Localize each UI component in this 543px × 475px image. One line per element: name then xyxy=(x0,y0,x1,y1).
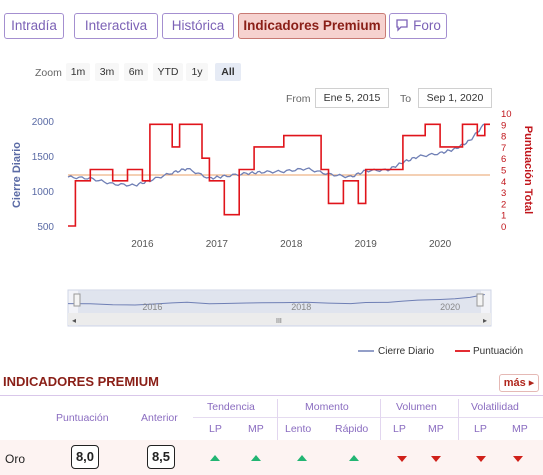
y-right-tick-label: 6 xyxy=(501,154,506,165)
y-left-tick-label: 500 xyxy=(37,222,54,233)
triangle-up-icon xyxy=(297,455,307,461)
y-right-tick-label: 8 xyxy=(501,132,506,143)
scroll-left-icon[interactable]: ◂ xyxy=(72,316,76,325)
subheader-volumen-lp: LP xyxy=(393,423,406,435)
tab-intradia[interactable]: Intradía xyxy=(4,13,64,39)
range-from-input[interactable]: Ene 5, 2015 xyxy=(315,88,389,108)
subheader-volumen-mp: MP xyxy=(428,423,444,435)
triangle-up-icon xyxy=(251,455,261,461)
subheader-momento-rapido: Rápido xyxy=(335,423,369,435)
range-to-label: To xyxy=(400,93,412,105)
tab-historica-label: Histórica xyxy=(171,18,225,33)
y-right-tick-label: 3 xyxy=(501,188,506,199)
navigator-tick-label: 2016 xyxy=(142,302,162,312)
y-left-tick-label: 1500 xyxy=(32,152,55,163)
navigator-scrollbar[interactable] xyxy=(68,313,491,325)
y-right-tick-label: 0 xyxy=(501,222,506,233)
x-tick-label: 2018 xyxy=(280,239,303,250)
navigator-tick-label: 2018 xyxy=(291,302,311,312)
column-separator xyxy=(277,399,278,475)
divider xyxy=(0,395,543,396)
triangle-up-icon xyxy=(210,455,220,461)
x-tick-label: 2016 xyxy=(131,239,154,250)
tab-foro[interactable]: Foro xyxy=(389,13,447,39)
y-right-tick-label: 9 xyxy=(501,120,506,131)
column-separator xyxy=(380,399,381,475)
subheader-tendencia-mp: MP xyxy=(248,423,264,435)
range-to-input[interactable]: Sep 1, 2020 xyxy=(418,88,492,108)
tab-indicadores-label: Indicadores Premium xyxy=(243,18,381,33)
section-title: INDICADORES PREMIUM xyxy=(3,374,160,389)
subheader-momento-lento: Lento xyxy=(285,423,312,435)
y-right-tick-label: 2 xyxy=(501,199,506,210)
legend-cierre-diario[interactable]: Cierre Diario xyxy=(378,346,435,357)
previous-score-badge: 8,5 xyxy=(147,445,175,469)
x-tick-label: 2020 xyxy=(429,239,452,250)
triangle-up-icon xyxy=(349,455,359,461)
subheader-tendencia-lp: LP xyxy=(209,423,222,435)
y-left-tick-label: 2000 xyxy=(32,117,55,128)
score-badge: 8,0 xyxy=(71,445,99,469)
tab-historica[interactable]: Histórica xyxy=(162,13,234,39)
triangle-down-icon xyxy=(513,456,523,462)
column-separator xyxy=(458,399,459,475)
header-momento: Momento xyxy=(305,401,349,413)
tab-interactiva-label: Interactiva xyxy=(84,18,148,33)
y-axis-left-title: Cierre Diario xyxy=(11,142,23,208)
y-right-tick-label: 1 xyxy=(501,211,506,222)
navigator-tick-label: 2020 xyxy=(440,302,460,312)
y-left-tick-label: 1000 xyxy=(32,187,55,198)
group-divider xyxy=(193,417,543,418)
zoom-6m-button[interactable]: 6m xyxy=(124,63,148,81)
more-button[interactable]: más ▸ xyxy=(499,374,539,392)
tab-indicadores-premium[interactable]: Indicadores Premium xyxy=(238,13,386,39)
x-tick-label: 2017 xyxy=(206,239,229,250)
tab-intradia-label: Intradía xyxy=(11,18,57,33)
y-right-tick-label: 5 xyxy=(501,166,506,177)
chat-bubble-icon xyxy=(396,19,408,32)
y-right-tick-label: 7 xyxy=(501,143,506,154)
scroll-right-icon[interactable]: ▸ xyxy=(483,316,487,325)
series-line-cierre-diario xyxy=(67,123,486,187)
zoom-3m-button[interactable]: 3m xyxy=(95,63,119,81)
chevron-right-icon: ▸ xyxy=(528,377,535,389)
zoom-label: Zoom xyxy=(35,67,62,79)
header-puntuacion: Puntuación xyxy=(56,412,109,424)
header-volatilidad: Volatilidad xyxy=(471,401,519,413)
subheader-volatilidad-mp: MP xyxy=(512,423,528,435)
y-right-tick-label: 10 xyxy=(501,109,512,120)
triangle-down-icon xyxy=(397,456,407,462)
header-volumen: Volumen xyxy=(396,401,437,413)
y-axis-right-title: Puntuación Total xyxy=(522,126,534,214)
header-tendencia: Tendencia xyxy=(207,401,255,413)
navigator-left-handle[interactable] xyxy=(73,293,81,307)
navigator-right-handle[interactable] xyxy=(476,293,484,307)
y-right-tick-label: 4 xyxy=(501,177,506,188)
subheader-volatilidad-lp: LP xyxy=(474,423,487,435)
scroll-grip-icon[interactable]: III xyxy=(276,318,282,325)
x-tick-label: 2019 xyxy=(355,239,378,250)
asset-name: Oro xyxy=(5,452,26,466)
legend-puntuacion[interactable]: Puntuación xyxy=(473,346,523,357)
more-label: más xyxy=(503,377,526,389)
triangle-down-icon xyxy=(476,456,486,462)
tab-foro-label: Foro xyxy=(413,18,441,33)
triangle-down-icon xyxy=(431,456,441,462)
zoom-ytd-button[interactable]: YTD xyxy=(153,63,183,81)
range-from-label: From xyxy=(286,93,311,105)
zoom-1y-button[interactable]: 1y xyxy=(186,63,208,81)
header-anterior: Anterior xyxy=(141,412,178,424)
tab-interactiva[interactable]: Interactiva xyxy=(74,13,158,39)
series-line-puntuacion xyxy=(68,123,490,227)
navigator-series-line xyxy=(67,294,485,306)
zoom-1m-button[interactable]: 1m xyxy=(66,63,90,81)
zoom-all-button[interactable]: All xyxy=(215,63,241,81)
